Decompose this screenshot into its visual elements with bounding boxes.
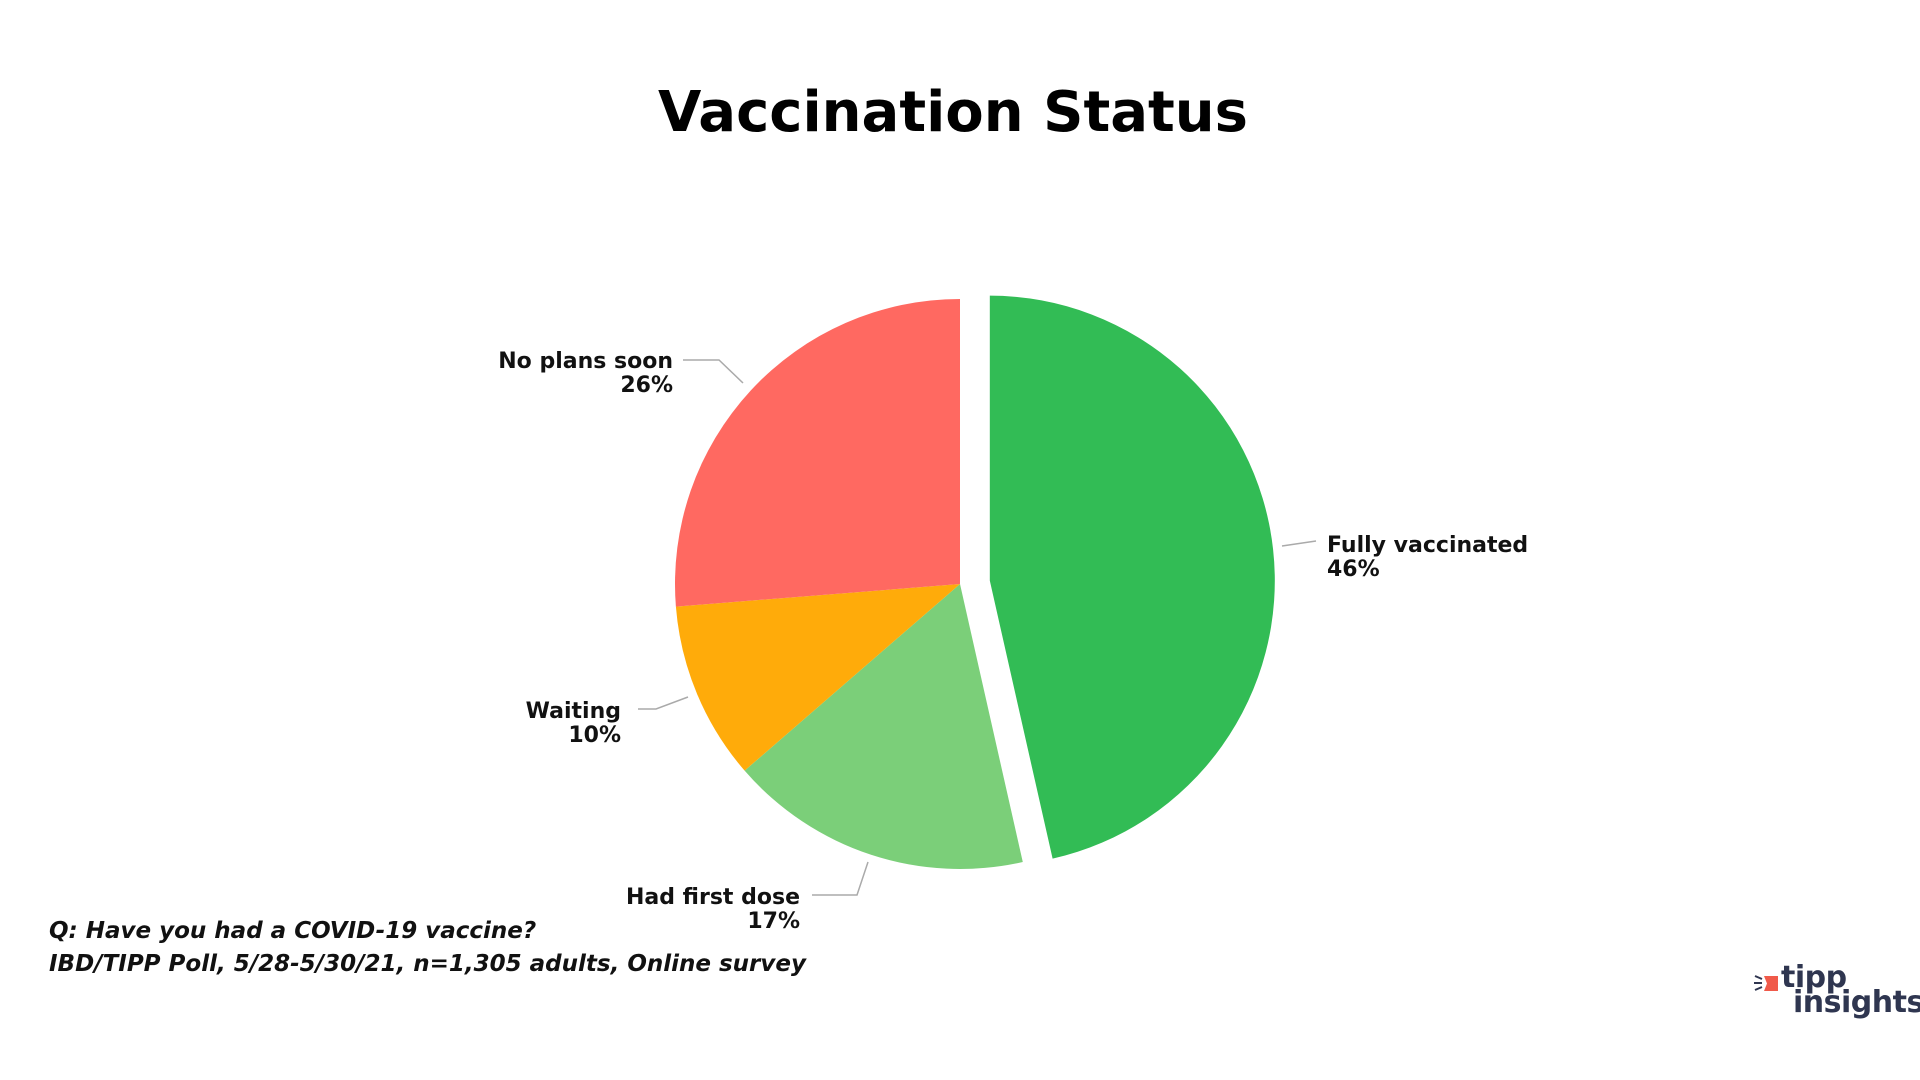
leader-line	[1281, 540, 1317, 547]
data-label-value: 17%	[747, 909, 800, 934]
megaphone-icon	[1754, 975, 1778, 991]
pie-slice-had-first-dose	[744, 584, 1023, 870]
tipp-insights-logo: tipp insights	[1753, 960, 1920, 1018]
logo-line2: insights	[1793, 985, 1920, 1020]
data-label-name: Fully vaccinated	[1327, 533, 1528, 558]
footnote-question: Q: Have you had a COVID-19 vaccine?	[49, 918, 537, 944]
data-label-name: No plans soon	[498, 349, 673, 374]
data-label-name: Waiting	[526, 699, 621, 724]
footnote-source: IBD/TIPP Poll, 5/28-5/30/21, n=1,305 adu…	[49, 951, 806, 977]
pie-slice-no-plans-soon	[675, 299, 960, 607]
leader-line	[638, 696, 689, 710]
data-label-name: Had first dose	[626, 885, 800, 910]
logo-line1: tipp	[1781, 960, 1847, 995]
data-label-value: 46%	[1327, 557, 1380, 582]
data-label-value: 26%	[620, 373, 673, 398]
pie-slice-fully-vaccinated	[989, 295, 1275, 859]
chart-title: Vaccination Status	[658, 80, 1248, 145]
pie-slice-waiting	[675, 584, 960, 771]
leader-line	[683, 359, 744, 384]
data-label-value: 10%	[568, 723, 621, 748]
leader-line	[812, 861, 869, 896]
